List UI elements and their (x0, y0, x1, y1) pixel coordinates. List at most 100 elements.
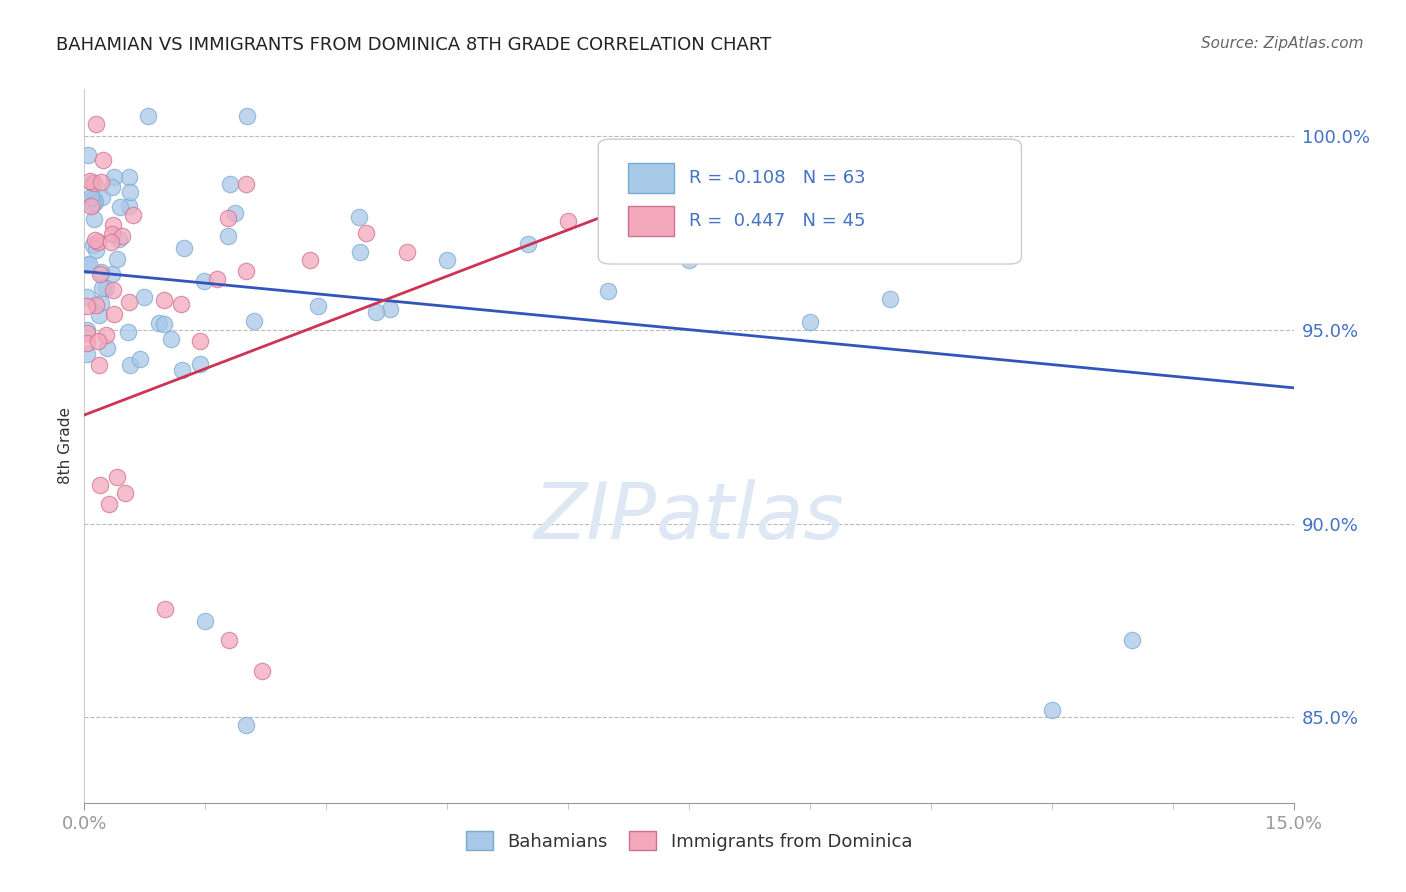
Point (356, 226, 378, 240)
Point (678, 252, 700, 267)
Point (598, 284, 620, 298)
Point (84, 117, 107, 131)
Point (224, 206, 246, 220)
Point (79, 174, 101, 188)
Point (82, 191, 104, 205)
Text: R =  0.447   N = 45: R = 0.447 N = 45 (689, 212, 866, 230)
Point (76, 347, 98, 361)
Point (219, 177, 242, 191)
Point (188, 334, 211, 348)
Point (153, 293, 176, 307)
Point (159, 332, 181, 346)
Point (87, 235, 110, 249)
Point (83, 191, 105, 205)
Text: BAHAMIAN VS IMMIGRANTS FROM DOMINICA 8TH GRADE CORRELATION CHART: BAHAMIAN VS IMMIGRANTS FROM DOMINICA 8TH… (56, 36, 772, 54)
Point (136, 109, 159, 123)
Point (118, 199, 141, 213)
Point (799, 315, 821, 329)
Point (598, 226, 620, 240)
Legend: Bahamians, Immigrants from Dominica: Bahamians, Immigrants from Dominica (458, 824, 920, 858)
Point (90, 265, 112, 279)
Point (76, 290, 98, 304)
Point (169, 297, 191, 311)
Point (101, 219, 124, 233)
Point (235, 177, 257, 191)
Point (236, 109, 259, 123)
Point (111, 228, 134, 243)
Point (117, 169, 139, 184)
Point (1121, 632, 1143, 647)
Point (395, 245, 418, 260)
Point (83, 176, 105, 190)
Point (117, 326, 139, 340)
Point (148, 316, 170, 330)
Point (299, 252, 322, 267)
Text: R = -0.108   N = 63: R = -0.108 N = 63 (689, 169, 866, 187)
Point (217, 229, 239, 244)
Point (879, 292, 901, 306)
Bar (628, 206, 675, 236)
Point (90, 281, 112, 295)
Point (108, 232, 131, 246)
Point (120, 358, 142, 372)
Point (90, 190, 112, 204)
Text: Source: ZipAtlas.com: Source: ZipAtlas.com (1201, 36, 1364, 51)
Point (118, 294, 141, 309)
Point (114, 485, 136, 500)
Point (103, 307, 125, 321)
Point (557, 214, 579, 228)
Point (170, 363, 193, 377)
Point (94, 328, 117, 343)
Point (105, 470, 128, 484)
Point (122, 208, 145, 222)
Point (76, 258, 98, 272)
Point (190, 357, 212, 371)
Point (89, 477, 111, 491)
Point (84, 234, 107, 248)
Point (96, 281, 118, 295)
Point (129, 351, 152, 366)
Point (205, 271, 228, 285)
Point (80, 176, 103, 190)
Point (349, 244, 371, 259)
Point (132, 290, 155, 304)
Point (118, 185, 141, 199)
Bar (628, 163, 675, 194)
Point (100, 235, 122, 250)
FancyBboxPatch shape (599, 139, 1022, 264)
Point (96, 341, 118, 355)
Point (82, 197, 104, 211)
Point (516, 237, 538, 252)
Point (90, 175, 112, 189)
Point (82, 237, 104, 252)
Point (76, 299, 98, 313)
Point (217, 211, 239, 226)
Point (307, 299, 329, 313)
Point (97, 497, 120, 511)
Point (218, 632, 240, 647)
Point (194, 614, 217, 628)
Point (101, 284, 124, 298)
Y-axis label: 8th Grade: 8th Grade (58, 408, 73, 484)
Point (243, 314, 266, 328)
Point (103, 170, 125, 185)
Point (87, 358, 110, 372)
Point (101, 180, 124, 194)
Point (76, 336, 98, 351)
Point (79, 190, 101, 204)
Point (79, 257, 101, 271)
Point (1040, 703, 1063, 717)
Point (173, 241, 195, 255)
Point (84, 244, 107, 258)
Point (153, 317, 176, 331)
Point (235, 264, 257, 278)
Point (235, 718, 257, 732)
Point (349, 210, 371, 224)
Point (101, 227, 124, 241)
Point (110, 200, 132, 214)
Point (79, 199, 101, 213)
Point (378, 301, 401, 316)
Point (250, 664, 273, 678)
Point (718, 198, 741, 212)
Point (76, 148, 98, 162)
